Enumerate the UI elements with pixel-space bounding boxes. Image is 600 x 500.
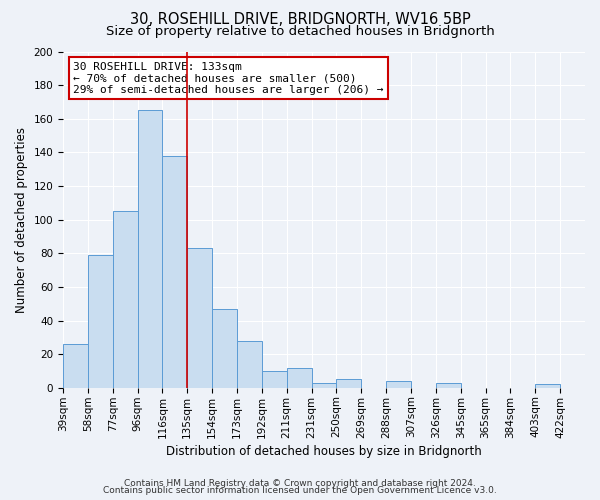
Y-axis label: Number of detached properties: Number of detached properties <box>15 126 28 312</box>
Bar <box>262 371 287 388</box>
Bar <box>163 156 187 388</box>
Text: Contains HM Land Registry data © Crown copyright and database right 2024.: Contains HM Land Registry data © Crown c… <box>124 478 476 488</box>
Bar <box>436 382 461 388</box>
Bar <box>113 211 137 388</box>
Bar <box>337 380 361 388</box>
Bar <box>212 309 237 388</box>
Text: Contains public sector information licensed under the Open Government Licence v3: Contains public sector information licen… <box>103 486 497 495</box>
Bar <box>386 381 411 388</box>
Bar <box>187 248 212 388</box>
Bar <box>287 368 311 388</box>
Bar <box>88 255 113 388</box>
Text: 30, ROSEHILL DRIVE, BRIDGNORTH, WV16 5BP: 30, ROSEHILL DRIVE, BRIDGNORTH, WV16 5BP <box>130 12 470 28</box>
X-axis label: Distribution of detached houses by size in Bridgnorth: Distribution of detached houses by size … <box>166 444 482 458</box>
Bar <box>237 340 262 388</box>
Bar <box>63 344 88 388</box>
Text: Size of property relative to detached houses in Bridgnorth: Size of property relative to detached ho… <box>106 25 494 38</box>
Text: 30 ROSEHILL DRIVE: 133sqm
← 70% of detached houses are smaller (500)
29% of semi: 30 ROSEHILL DRIVE: 133sqm ← 70% of detac… <box>73 62 384 95</box>
Bar <box>535 384 560 388</box>
Bar <box>311 382 337 388</box>
Bar <box>137 110 163 388</box>
